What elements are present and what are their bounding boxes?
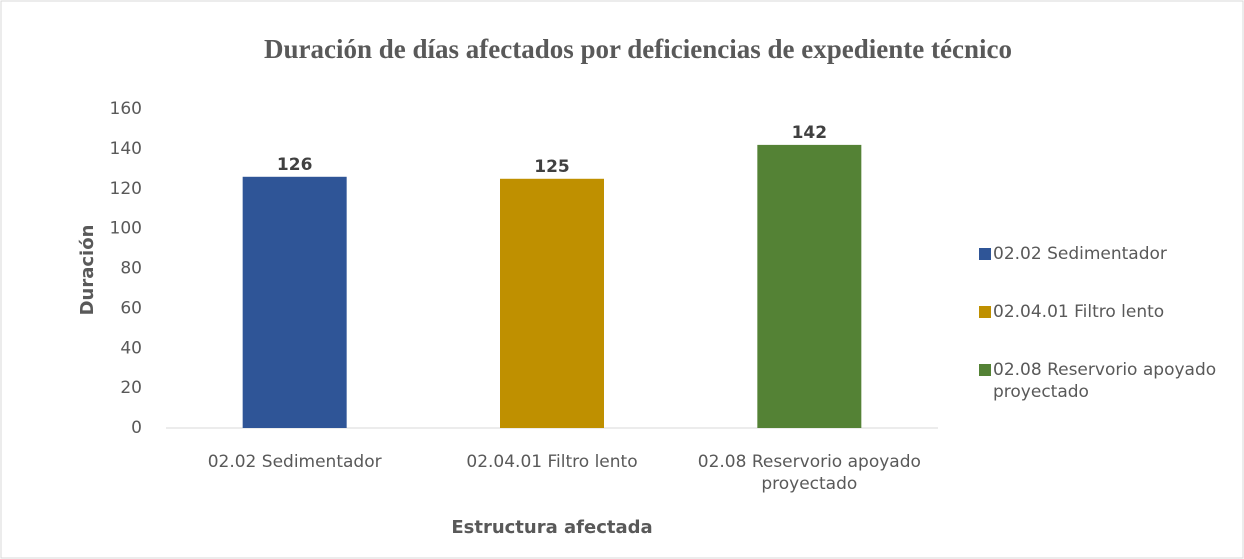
y-tick-label: 160 bbox=[110, 99, 142, 119]
y-tick-label: 0 bbox=[131, 418, 142, 438]
data-label: 142 bbox=[792, 123, 828, 143]
x-tick-label: 02.08 Reservorio apoyado proyectado bbox=[697, 452, 921, 494]
y-tick-label: 140 bbox=[110, 139, 142, 159]
bar bbox=[500, 178, 604, 428]
legend-swatch bbox=[979, 364, 991, 376]
bar bbox=[757, 144, 862, 428]
legend-label: 02.04.01 Filtro lento bbox=[993, 302, 1165, 322]
y-axis-label: Duración bbox=[77, 225, 98, 316]
x-tick-label: 02.04.01 Filtro lento bbox=[466, 452, 638, 472]
legend-label: 02.08 Reservorio apoyado proyectado bbox=[993, 360, 1217, 402]
x-tick-label: 02.02 Sedimentador bbox=[207, 452, 382, 472]
legend-swatch bbox=[979, 248, 991, 260]
legend-swatch bbox=[979, 306, 991, 318]
y-tick-label: 100 bbox=[110, 219, 142, 239]
x-axis-label: Estructura afectada bbox=[451, 517, 652, 538]
y-tick-label: 120 bbox=[110, 179, 142, 199]
data-label: 126 bbox=[277, 155, 313, 175]
y-tick-label: 20 bbox=[120, 378, 142, 398]
y-tick-label: 60 bbox=[120, 298, 142, 318]
data-label: 125 bbox=[534, 157, 570, 177]
y-tick-label: 80 bbox=[120, 259, 142, 279]
y-tick-label: 40 bbox=[120, 338, 142, 358]
bar bbox=[242, 176, 347, 428]
legend-label: 02.02 Sedimentador bbox=[993, 244, 1167, 264]
chart-title: Duración de días afectados por deficienc… bbox=[264, 34, 1012, 64]
